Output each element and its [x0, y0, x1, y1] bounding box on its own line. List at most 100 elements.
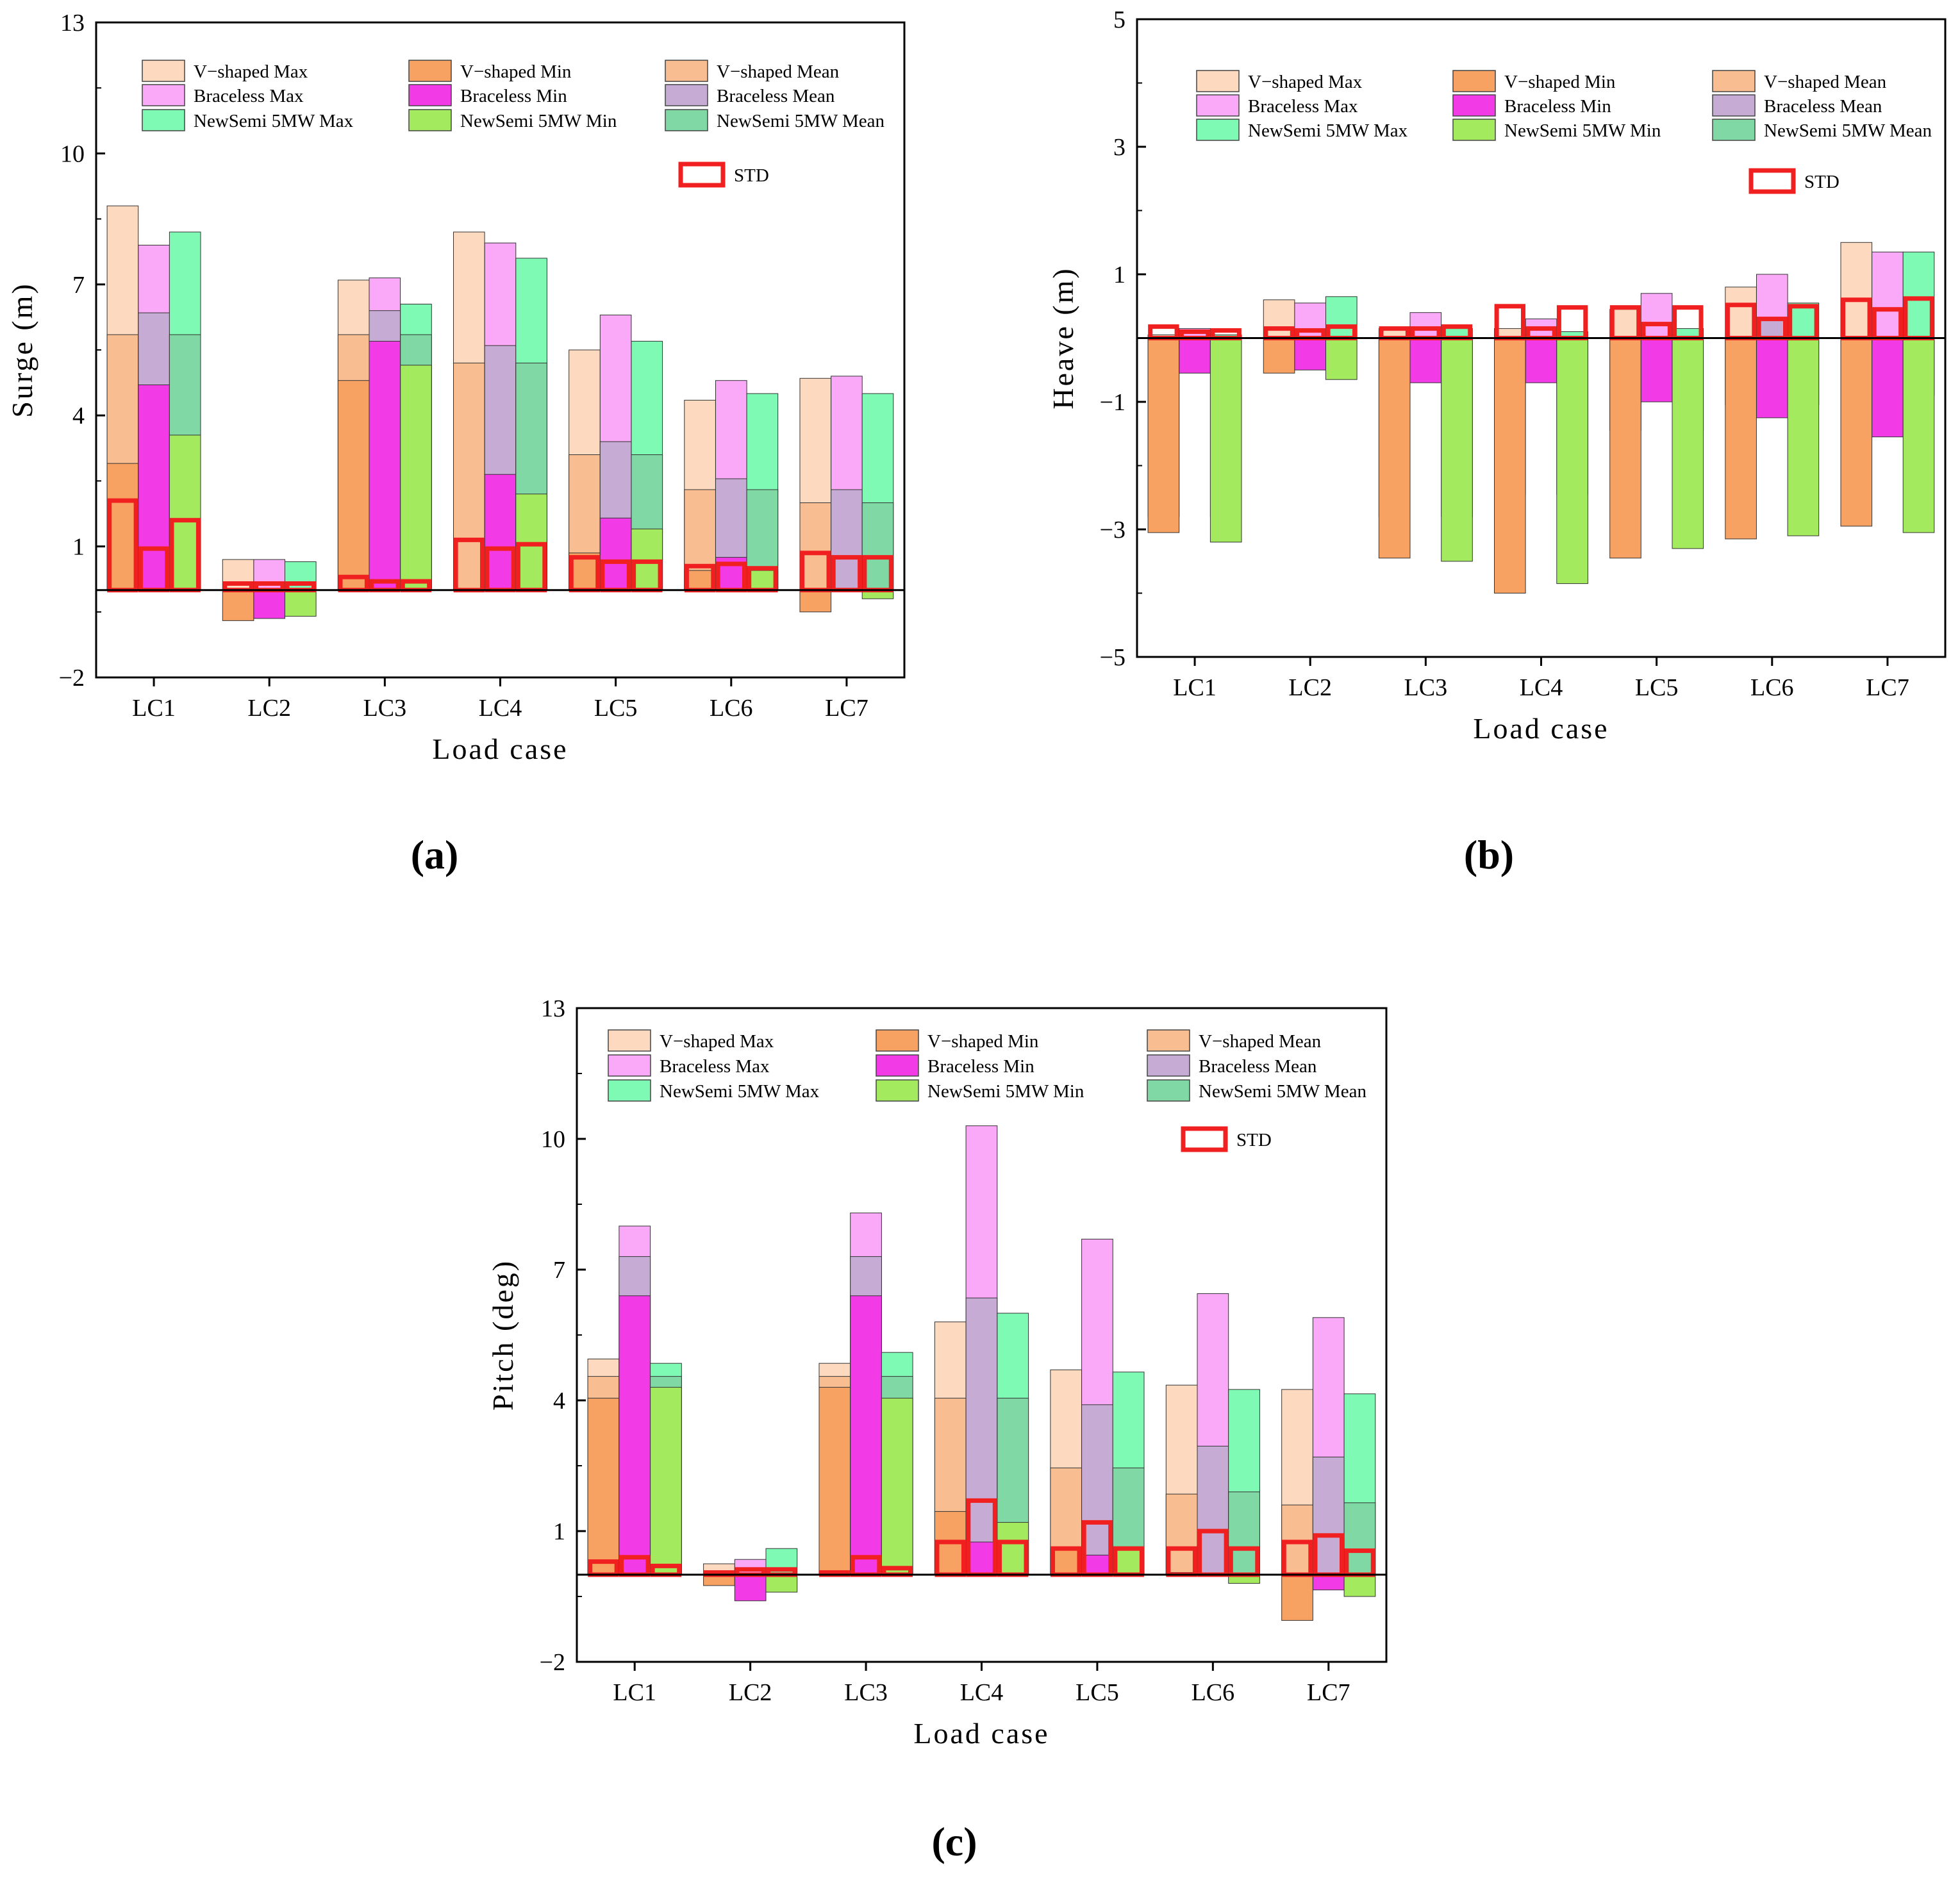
legend: V−shaped Max V−shaped Min V−shaped Mean Bra…: [608, 1029, 1367, 1152]
x-tick-label-lc5: LC5: [1635, 674, 1679, 701]
x-tick-label-lc7: LC7: [825, 695, 868, 722]
x-tick-label-lc3: LC3: [1404, 674, 1448, 701]
bar-newsemi-min-lc4: [997, 1521, 1029, 1575]
x-tick-label-lc2: LC2: [247, 695, 291, 722]
y-tick-label: 7: [72, 272, 85, 299]
bar-newsemi-max-lc6: [1787, 303, 1820, 338]
legend-swatch-braceless_mean: [665, 84, 708, 106]
y-tick-label: −1: [1100, 389, 1125, 416]
legend-swatch-newsemi_mean: [1147, 1079, 1190, 1102]
bar-braceless-min-lc2: [734, 1574, 767, 1602]
panel-label: (c): [931, 1819, 977, 1864]
legend-label-vshaped_mean: V−shaped Mean: [1764, 72, 1887, 92]
bar-braceless-min-lc1: [1179, 338, 1211, 374]
bar-braceless-min-lc1: [619, 1295, 651, 1575]
bar-vshaped-max-lc6: [1725, 286, 1757, 338]
legend-swatch-newsemi_max: [1196, 119, 1240, 141]
x-tick-label-lc4: LC4: [960, 1679, 1004, 1706]
legend-label-braceless_mean: Braceless Mean: [1764, 96, 1882, 117]
legend-label-newsemi_mean: NewSemi 5MW Mean: [1764, 120, 1932, 141]
bar-newsemi-min-lc2: [285, 590, 317, 617]
legend-swatch-std: [1181, 1126, 1228, 1152]
bar-vshaped-max-lc5: [1609, 309, 1641, 339]
legend-label-std: STD: [1804, 172, 1840, 192]
bar-vshaped-min-lc1: [1147, 338, 1180, 533]
bar-vshaped-min-lc2: [222, 590, 254, 621]
y-tick-label: 1: [553, 1518, 565, 1545]
legend-swatch-vshaped_max: [142, 60, 185, 82]
bar-newsemi-min-lc7: [1902, 338, 1935, 533]
legend-label-vshaped_min: V−shaped Min: [1504, 72, 1616, 92]
bar-braceless-max-lc2: [734, 1559, 767, 1575]
bar-newsemi-min-lc7: [1343, 1574, 1376, 1597]
bar-newsemi-max-lc7: [1902, 251, 1935, 339]
legend-swatch-newsemi_min: [1452, 119, 1496, 141]
legend-swatch-braceless_min: [408, 84, 452, 106]
bar-vshaped-min-lc2: [1263, 338, 1295, 374]
bar-newsemi-min-lc6: [1787, 338, 1820, 536]
bar-braceless-min-lc4: [484, 474, 517, 591]
std-box-newsemi-lc1: [1210, 328, 1242, 340]
legend-label-vshaped_mean: V−shaped Mean: [717, 62, 840, 82]
legend-swatch-newsemi_max: [142, 109, 185, 131]
bar-newsemi-min-lc4: [1556, 338, 1588, 584]
bar-braceless-mean-lc7: [831, 489, 863, 591]
x-tick-label-lc7: LC7: [1866, 674, 1909, 701]
legend-swatch-vshaped_min: [408, 60, 452, 82]
legend-swatch-braceless_min: [876, 1054, 919, 1077]
bar-vshaped-min-lc5: [1050, 1548, 1083, 1575]
bar-newsemi-mean-lc7: [861, 502, 894, 591]
legend-swatch-vshaped_min: [876, 1029, 919, 1052]
legend-label-newsemi_max: NewSemi 5MW Max: [660, 1081, 820, 1102]
legend-label-newsemi_mean: NewSemi 5MW Mean: [1199, 1081, 1367, 1102]
bar-vshaped-mean-lc4: [453, 362, 485, 591]
legend-label-braceless_min: Braceless Min: [460, 86, 567, 106]
bar-newsemi-min-lc1: [169, 435, 201, 591]
bar-braceless-min-lc5: [599, 517, 632, 591]
bar-braceless-mean-lc7: [1312, 1456, 1345, 1575]
legend: V−shaped Max V−shaped Min V−shaped Mean Bra…: [1196, 70, 1932, 194]
x-axis-title: Load case: [913, 1717, 1049, 1750]
y-tick-label: −3: [1100, 517, 1125, 543]
y-tick-label: 13: [60, 10, 85, 37]
legend-label-newsemi_min: NewSemi 5MW Min: [1504, 120, 1661, 141]
bar-braceless-min-lc7: [1312, 1574, 1345, 1591]
legend-label-braceless_mean: Braceless Mean: [1199, 1056, 1317, 1077]
bar-braceless-min-lc1: [138, 385, 170, 591]
legend-swatch-newsemi_mean: [665, 109, 708, 131]
bar-vshaped-min-lc1: [587, 1398, 620, 1575]
x-tick-label-lc3: LC3: [844, 1679, 888, 1706]
legend-swatch-braceless_min: [1452, 94, 1496, 117]
x-tick-label-lc6: LC6: [1192, 1679, 1235, 1706]
bar-newsemi-min-lc1: [650, 1387, 682, 1575]
bar-vshaped-max-lc2: [1263, 299, 1295, 338]
bar-braceless-max-lc2: [1294, 303, 1327, 338]
y-axis-title: Heave (m): [1047, 267, 1079, 409]
bar-braceless-max-lc5: [1640, 293, 1673, 338]
bar-newsemi-mean-lc7: [1343, 1502, 1376, 1575]
legend-label-std: STD: [1236, 1130, 1272, 1150]
bar-braceless-min-lc3: [369, 340, 401, 591]
bar-newsemi-max-lc2: [285, 561, 317, 591]
y-tick-label: 5: [1113, 6, 1125, 33]
bar-newsemi-min-lc2: [1325, 338, 1358, 380]
panel-label: (a): [411, 832, 459, 877]
bar-vshaped-mean-lc7: [799, 502, 832, 591]
x-tick-label-lc1: LC1: [1173, 674, 1217, 701]
bar-newsemi-min-lc1: [1209, 338, 1242, 543]
legend-swatch-braceless_max: [142, 84, 185, 106]
y-axis-title: Surge (m): [6, 282, 38, 417]
panel-label: (b): [1464, 832, 1514, 877]
x-tick-label-lc6: LC6: [710, 695, 753, 722]
x-tick-label-lc5: LC5: [1076, 1679, 1119, 1706]
legend-swatch-vshaped_mean: [665, 60, 708, 82]
bar-braceless-min-lc6: [1756, 338, 1788, 419]
bar-braceless-min-lc3: [850, 1295, 882, 1575]
y-axis-title: Pitch (deg): [486, 1259, 519, 1411]
std-box-vshaped-lc1: [1148, 324, 1179, 341]
legend-swatch-vshaped_mean: [1712, 70, 1756, 92]
bar-braceless-min-lc4: [1525, 338, 1557, 383]
bar-braceless-mean-lc6: [1756, 319, 1788, 339]
legend-label-braceless_max: Braceless Max: [194, 86, 304, 106]
